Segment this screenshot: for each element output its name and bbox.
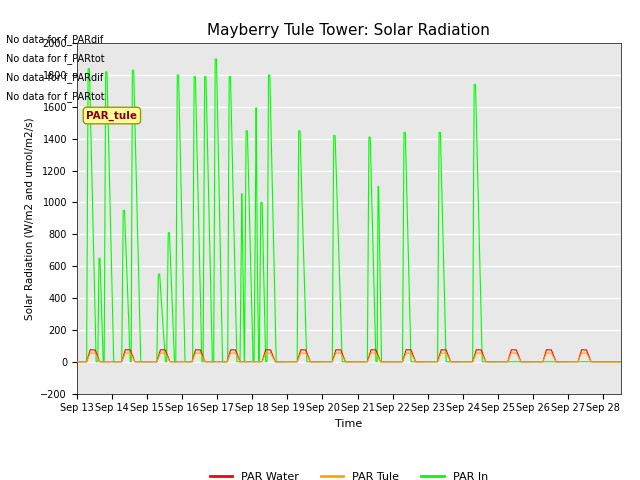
Title: Mayberry Tule Tower: Solar Radiation: Mayberry Tule Tower: Solar Radiation [207, 23, 490, 38]
Text: No data for f_PARdif: No data for f_PARdif [6, 34, 104, 45]
Text: PAR_tule: PAR_tule [86, 110, 138, 120]
Y-axis label: Solar Radiation (W/m2 and umol/m2/s): Solar Radiation (W/m2 and umol/m2/s) [25, 117, 35, 320]
Text: No data for f_PARtot: No data for f_PARtot [6, 53, 105, 64]
Text: No data for f_PARdif: No data for f_PARdif [6, 72, 104, 83]
Legend: PAR Water, PAR Tule, PAR In: PAR Water, PAR Tule, PAR In [205, 467, 492, 480]
Text: No data for f_PARtot: No data for f_PARtot [6, 91, 105, 102]
X-axis label: Time: Time [335, 419, 362, 429]
